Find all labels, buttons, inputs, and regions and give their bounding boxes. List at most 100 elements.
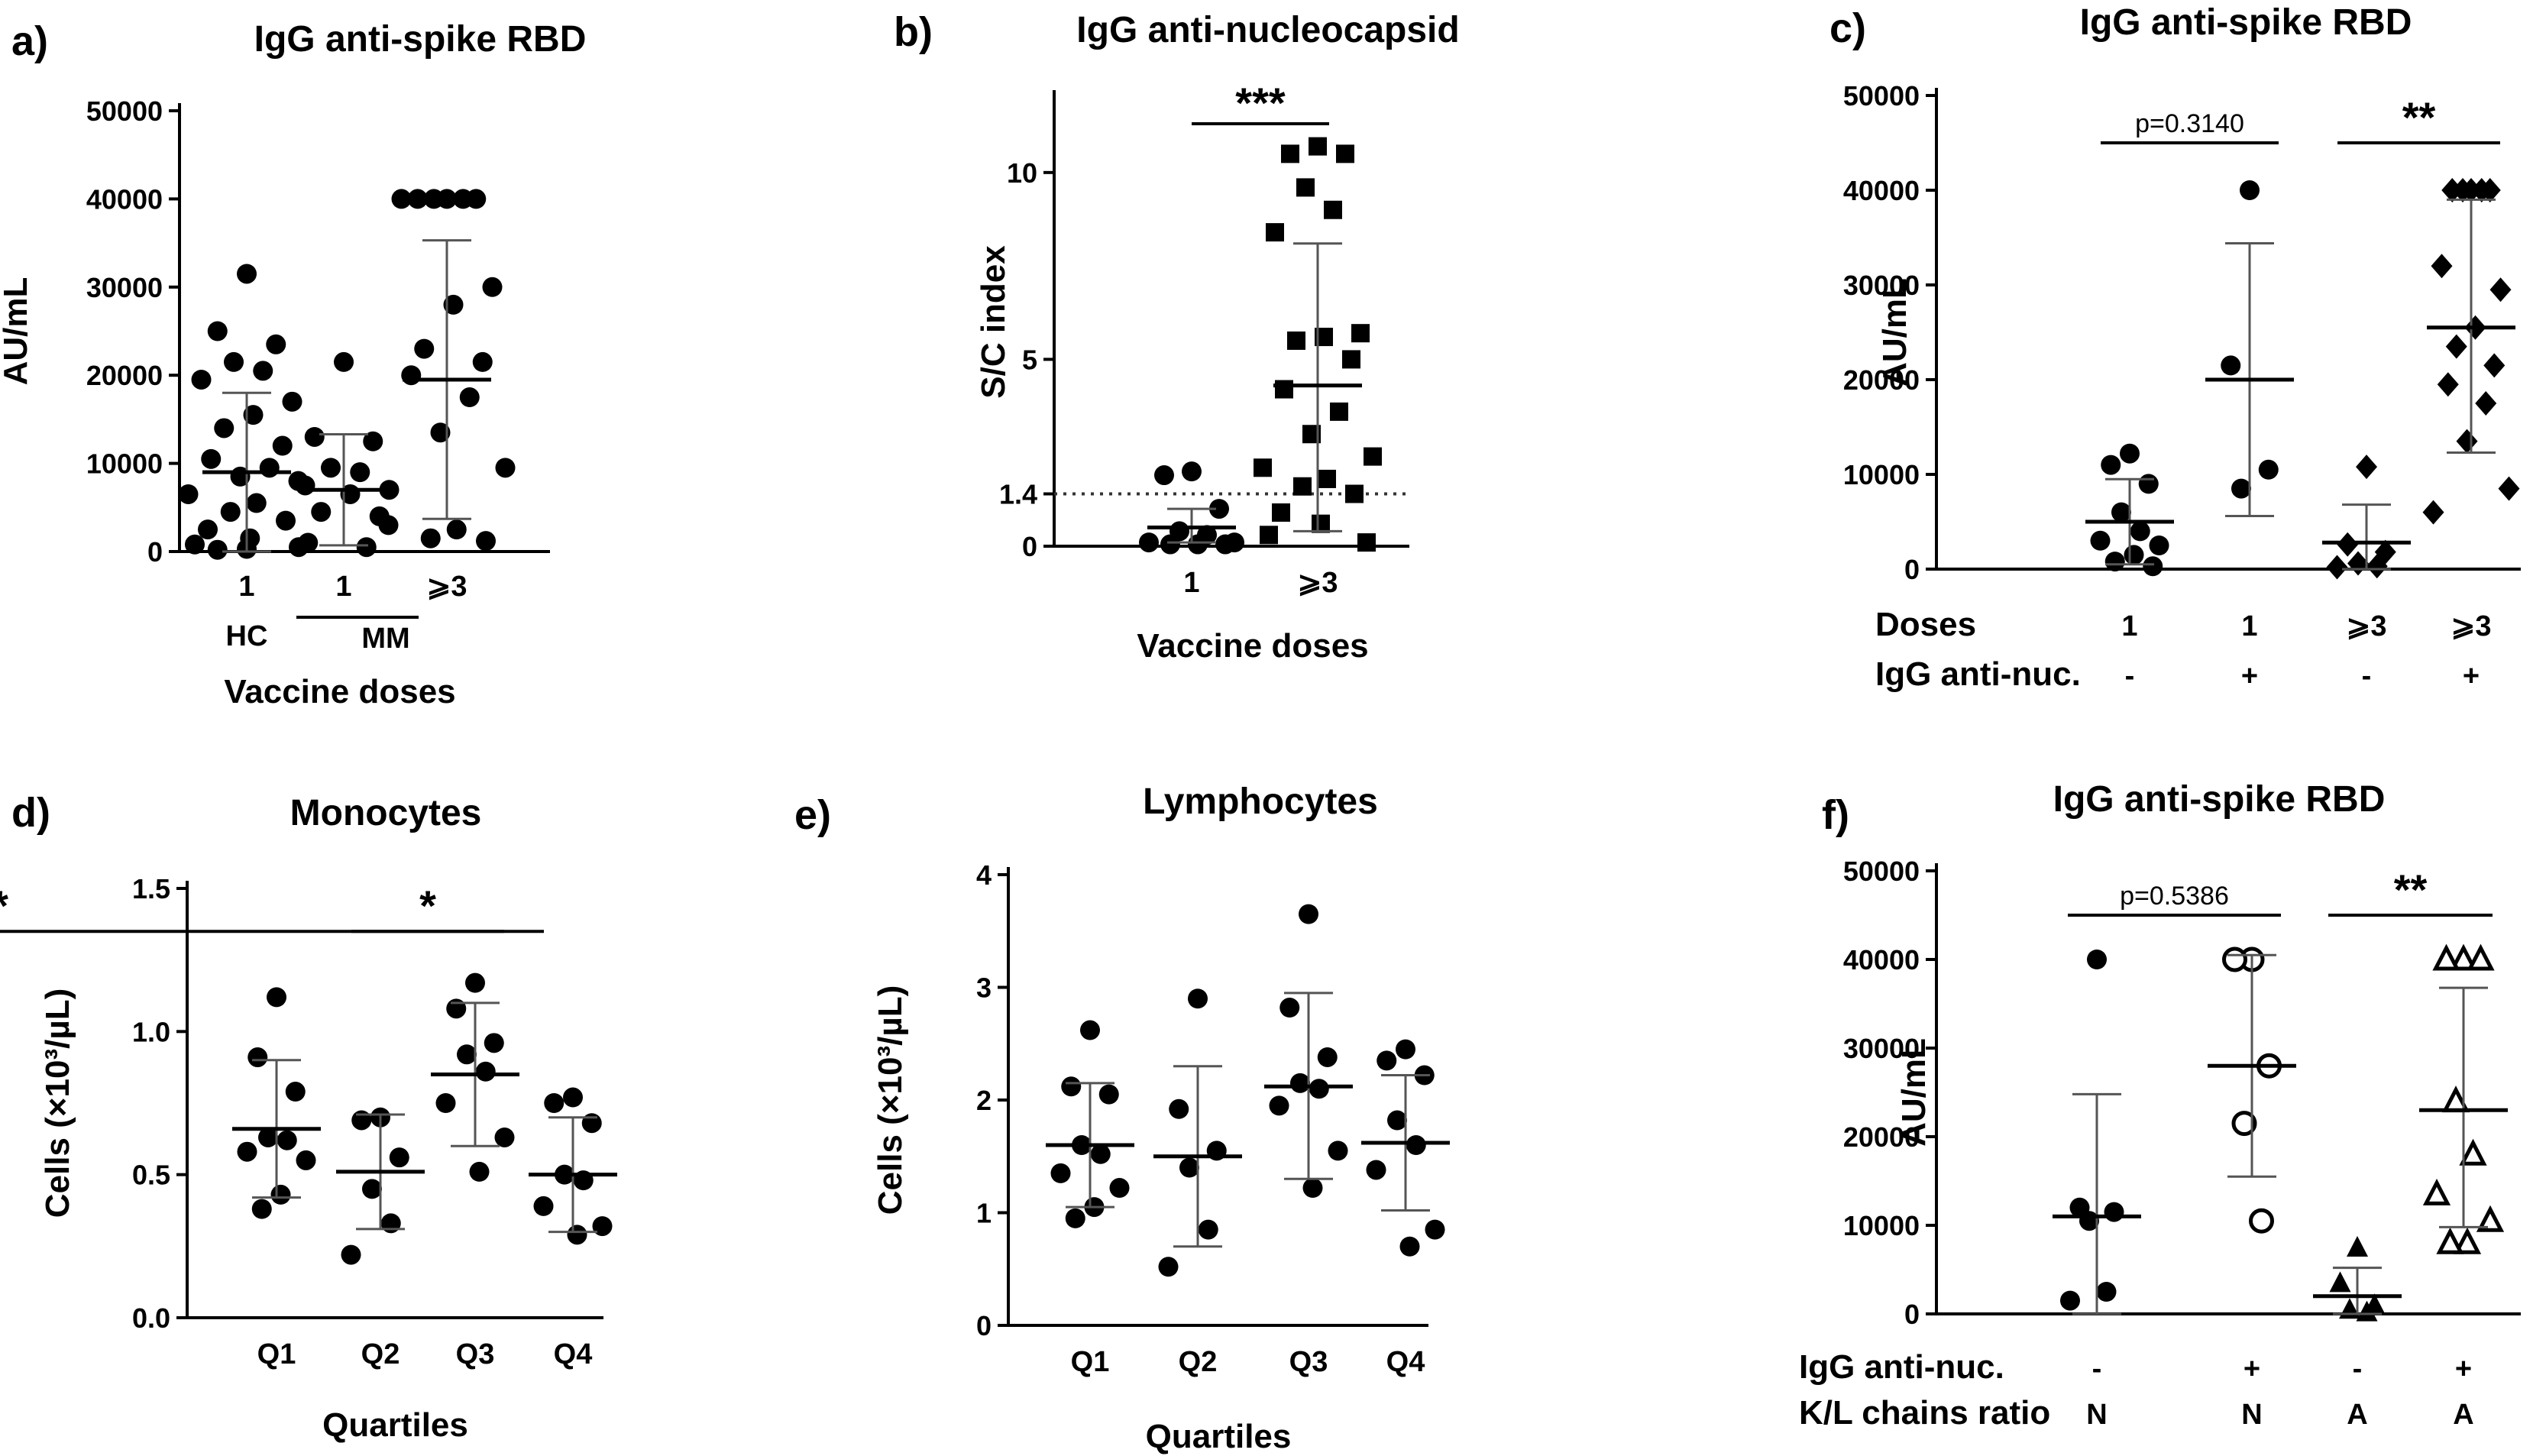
group: Q2	[336, 1107, 425, 1370]
data-point	[288, 471, 309, 491]
chart-title: IgG anti-spike RBD	[254, 19, 587, 60]
data-point	[2449, 943, 2478, 971]
data-point	[259, 458, 280, 478]
x-tick-label: -	[2362, 660, 2372, 692]
y-tick-label: 0.5	[132, 1160, 170, 1191]
data-point	[363, 431, 383, 451]
x-tick-label: 1	[335, 571, 351, 603]
x-tick-label: N	[2241, 1399, 2262, 1431]
data-point	[1188, 988, 1208, 1009]
data-point	[341, 1244, 361, 1265]
data-point	[1302, 1178, 1323, 1199]
data-point	[1425, 1219, 1445, 1240]
panel-label: e)	[794, 792, 831, 838]
panel-label: a)	[11, 18, 48, 64]
significance-label: ***	[1235, 79, 1286, 127]
data-point	[2138, 474, 2159, 494]
chart-title: IgG anti-spike RBD	[2080, 2, 2412, 43]
data-point	[1312, 514, 1330, 533]
data-point	[379, 480, 400, 500]
chart-title: IgG anti-spike RBD	[2053, 779, 2386, 820]
x-tick-label: +	[2463, 660, 2480, 692]
data-point	[1158, 1257, 1179, 1277]
x-tick-label: 1	[1183, 567, 1199, 599]
y-axis-label: Cells (×10³/µL)	[39, 988, 76, 1218]
panel-label: d)	[11, 790, 50, 836]
data-point	[2436, 1227, 2464, 1254]
y-tick-label: 10000	[1843, 1210, 1920, 1241]
group: +A	[2419, 943, 2508, 1431]
group: ⩾3	[378, 189, 516, 603]
data-point	[1399, 1236, 1420, 1257]
group: +N	[2208, 946, 2296, 1431]
chart-panel-f: f) IgG anti-spike RBD 0 10000 20000 30000 4000…	[1799, 779, 2521, 1432]
data-point	[1169, 1098, 1189, 1119]
data-point	[270, 1184, 291, 1205]
data-point	[380, 1213, 401, 1234]
group: 1-	[2085, 443, 2174, 692]
data-point	[276, 510, 296, 531]
chart-title: Monocytes	[290, 793, 482, 833]
data-point	[2130, 521, 2150, 542]
data-point	[272, 435, 293, 456]
data-point	[1317, 1047, 1338, 1067]
data-point	[1377, 1050, 1397, 1071]
data-point	[1050, 1163, 1071, 1183]
data-point	[2258, 459, 2279, 480]
data-point	[1154, 465, 1174, 486]
data-point	[2104, 552, 2125, 572]
data-point	[1182, 461, 1202, 482]
data-point	[247, 1047, 268, 1068]
data-point	[2459, 1138, 2487, 1166]
y-axis-label: AU/mL	[1895, 1038, 1933, 1147]
data-point	[2149, 535, 2169, 555]
data-point	[2124, 545, 2144, 565]
data-point	[282, 391, 302, 412]
x-group-label: HC	[226, 620, 268, 652]
data-point	[420, 528, 441, 548]
data-point	[469, 1161, 490, 1182]
y-axis-label: S/C index	[975, 245, 1012, 399]
data-point	[1179, 1157, 1199, 1178]
data-point	[1198, 1219, 1218, 1240]
data-point	[453, 189, 474, 209]
data-point	[1109, 1178, 1130, 1199]
data-point	[350, 462, 370, 483]
data-point	[430, 422, 451, 443]
group: Q4	[529, 1087, 617, 1370]
x-tick-label: -	[2125, 660, 2135, 692]
data-point	[2356, 455, 2377, 480]
y-tick-label: 2	[976, 1085, 992, 1116]
data-point	[1061, 1076, 1082, 1097]
chart-panel-b: b) IgG anti-nucleocapsid 0 1.4 5 10 S/C index 1…	[894, 9, 1460, 665]
x-tick-label: ⩾3	[2451, 610, 2492, 642]
data-point	[2422, 1178, 2451, 1205]
data-point	[1269, 1095, 1289, 1116]
data-point	[2249, 1208, 2274, 1234]
data-point	[1098, 1084, 1119, 1105]
data-point	[581, 1113, 602, 1134]
group: Q1	[1046, 1020, 1134, 1378]
data-point	[2231, 1111, 2257, 1137]
group: -A	[2313, 1236, 2402, 1431]
data-point	[1080, 1020, 1100, 1040]
data-point	[1396, 1039, 1415, 1060]
data-point	[2470, 178, 2493, 202]
x-tick-label: +	[2244, 1353, 2260, 1385]
data-point	[1293, 477, 1312, 496]
data-point	[1387, 1110, 1407, 1131]
x-tick-label: +	[2241, 660, 2258, 692]
data-point	[224, 351, 244, 372]
data-point	[533, 1196, 554, 1216]
data-point	[251, 1199, 272, 1219]
y-tick-label: 0.0	[132, 1302, 170, 1334]
data-point	[2347, 1236, 2368, 1257]
data-point	[1299, 904, 1318, 924]
data-point	[2453, 1227, 2482, 1254]
chart-panel-e: e) Lymphocytes 0 1 2 3 4 Cells (×10³/µL) Q1 Q2 Q3 Q…	[794, 781, 1450, 1455]
data-point	[207, 321, 228, 341]
y-tick-label: 10000	[86, 448, 163, 480]
comparison-label: p=0.5386	[2120, 882, 2229, 911]
y-tick-label: 1.5	[132, 873, 170, 904]
y-tick-label: 30000	[1843, 270, 1920, 301]
